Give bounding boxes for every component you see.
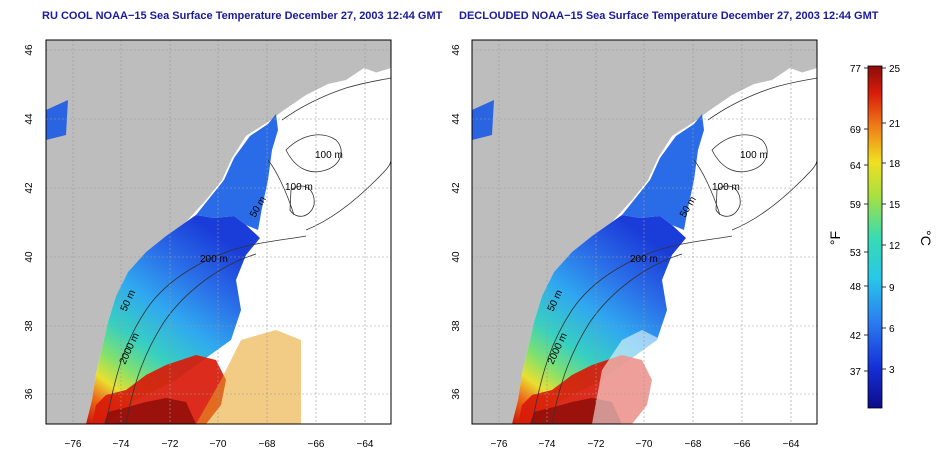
left-lon-tick: −70 xyxy=(210,439,227,450)
left-contour-label-100m-a: 100 m xyxy=(315,150,343,161)
fahrenheit-tick: 59 xyxy=(850,200,862,211)
celsius-tick: 9 xyxy=(889,283,895,294)
left-lon-tick: −74 xyxy=(113,439,130,450)
fahrenheit-tick: 64 xyxy=(850,161,862,172)
left-lat-tick: 46 xyxy=(24,44,35,56)
fahrenheit-unit-label: °F xyxy=(827,231,843,245)
left-lat-tick: 38 xyxy=(24,320,35,332)
left-contour-label-200m: 200 m xyxy=(200,254,228,265)
left-lat-tick: 36 xyxy=(24,388,35,400)
right-lon-tick: −64 xyxy=(783,439,800,450)
celsius-tick: 6 xyxy=(889,324,895,335)
right-contour-label-200m: 200 m xyxy=(630,254,658,265)
left-contour-label-100m-b: 100 m xyxy=(285,182,313,193)
fahrenheit-tick: 53 xyxy=(850,248,862,259)
left-lon-tick: −76 xyxy=(65,439,82,450)
celsius-tick: 25 xyxy=(889,64,901,75)
right-lon-tick: −66 xyxy=(734,439,751,450)
right-lon-tick: −68 xyxy=(685,439,702,450)
right-lon-tick: −70 xyxy=(636,439,653,450)
left-lon-tick: −68 xyxy=(259,439,276,450)
left-lon-tick: −66 xyxy=(308,439,325,450)
right-map-title: DECLOUDED NOAA−15 Sea Surface Temperatur… xyxy=(459,10,879,22)
fahrenheit-tick: 48 xyxy=(850,282,862,293)
fahrenheit-tick: 37 xyxy=(850,367,862,378)
right-lat-tick: 38 xyxy=(451,320,462,332)
right-lat-tick: 42 xyxy=(451,182,462,194)
celsius-tick: 21 xyxy=(889,119,901,130)
right-lon-tick: −72 xyxy=(588,439,605,450)
right-contour-label-100m-b: 100 m xyxy=(712,182,740,193)
celsius-tick: 18 xyxy=(889,159,901,170)
right-lat-tick: 44 xyxy=(451,113,462,125)
left-lat-tick: 44 xyxy=(24,113,35,125)
temperature-colorbar: 77 69 64 59 53 48 42 37 25 21 18 15 12 9… xyxy=(827,64,934,409)
celsius-unit-label: °C xyxy=(918,230,934,246)
left-lat-tick: 40 xyxy=(24,251,35,263)
right-lat-tick: 40 xyxy=(451,251,462,263)
right-lat-tick: 46 xyxy=(451,44,462,56)
fahrenheit-tick: 42 xyxy=(850,331,862,342)
fahrenheit-tick: 77 xyxy=(850,64,862,75)
left-lon-tick: −72 xyxy=(162,439,179,450)
right-sst-map xyxy=(471,39,818,425)
celsius-tick: 12 xyxy=(889,241,901,252)
left-lon-tick: −64 xyxy=(357,439,374,450)
left-lat-tick: 42 xyxy=(24,182,35,194)
fahrenheit-tick: 69 xyxy=(850,125,862,136)
celsius-tick: 15 xyxy=(889,200,901,211)
left-sst-map xyxy=(45,39,392,425)
right-contour-label-100m-a: 100 m xyxy=(740,150,768,161)
celsius-tick: 3 xyxy=(889,365,895,376)
right-lon-tick: −74 xyxy=(539,439,556,450)
left-map-title: RU COOL NOAA−15 Sea Surface Temperature … xyxy=(42,10,443,22)
right-lon-tick: −76 xyxy=(491,439,508,450)
right-lat-tick: 36 xyxy=(451,388,462,400)
